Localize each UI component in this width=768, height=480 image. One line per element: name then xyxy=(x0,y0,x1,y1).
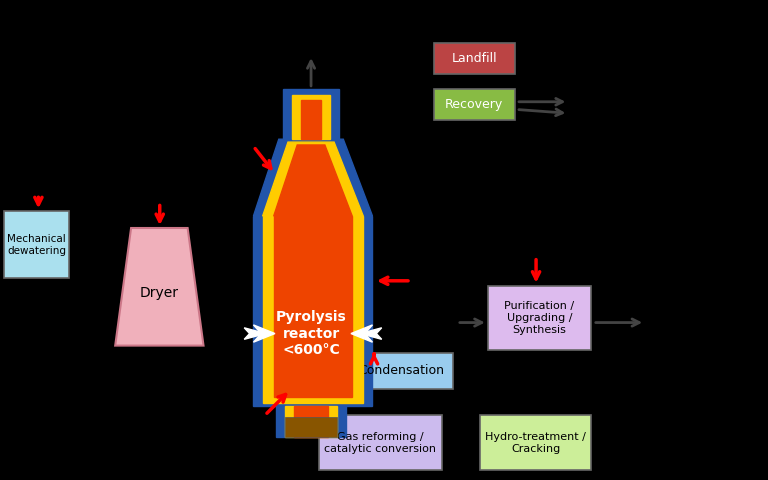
Polygon shape xyxy=(263,142,363,216)
Polygon shape xyxy=(292,95,330,139)
FancyBboxPatch shape xyxy=(319,415,442,470)
FancyBboxPatch shape xyxy=(434,43,515,74)
Text: Purification /
Upgrading /
Synthesis: Purification / Upgrading / Synthesis xyxy=(505,301,574,335)
Polygon shape xyxy=(253,216,372,406)
FancyBboxPatch shape xyxy=(285,417,337,437)
Text: Pyrolysis
reactor
<600°C: Pyrolysis reactor <600°C xyxy=(276,311,346,357)
Polygon shape xyxy=(273,216,353,397)
FancyBboxPatch shape xyxy=(349,353,453,389)
Polygon shape xyxy=(301,100,321,139)
Polygon shape xyxy=(263,216,363,403)
Polygon shape xyxy=(273,145,353,216)
Polygon shape xyxy=(115,228,204,346)
FancyBboxPatch shape xyxy=(434,89,515,120)
FancyBboxPatch shape xyxy=(480,415,591,470)
Text: Dryer: Dryer xyxy=(140,286,179,300)
Polygon shape xyxy=(253,139,372,216)
Polygon shape xyxy=(285,406,337,437)
Text: Condensation: Condensation xyxy=(359,364,444,377)
Polygon shape xyxy=(294,406,328,437)
Text: Recovery: Recovery xyxy=(445,98,503,111)
Polygon shape xyxy=(351,325,372,342)
Text: Mechanical
dewatering: Mechanical dewatering xyxy=(7,234,66,255)
FancyBboxPatch shape xyxy=(4,211,69,278)
Text: Gas reforming /
catalytic conversion: Gas reforming / catalytic conversion xyxy=(324,432,436,454)
Polygon shape xyxy=(276,406,346,437)
Polygon shape xyxy=(244,328,266,339)
Polygon shape xyxy=(360,328,382,339)
FancyBboxPatch shape xyxy=(488,286,591,350)
Text: Landfill: Landfill xyxy=(452,52,497,65)
Polygon shape xyxy=(253,325,275,342)
Polygon shape xyxy=(283,89,339,139)
Text: Hydro-treatment /
Cracking: Hydro-treatment / Cracking xyxy=(485,432,586,454)
